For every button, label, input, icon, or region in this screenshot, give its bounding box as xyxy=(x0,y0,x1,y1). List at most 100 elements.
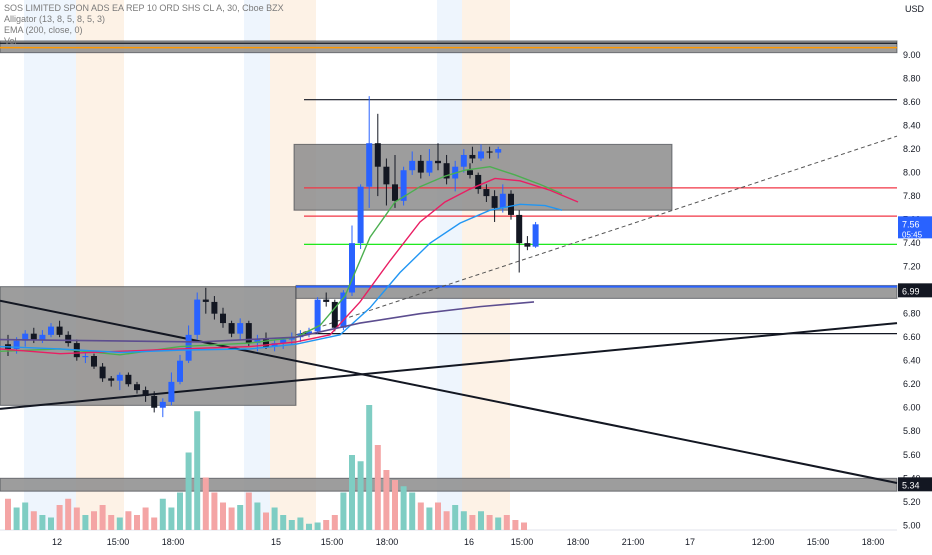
volume-bar xyxy=(91,511,97,530)
volume-bar xyxy=(271,507,278,530)
price-tick-label: 5.00 xyxy=(903,520,921,530)
candle-body xyxy=(483,189,490,197)
candle-body xyxy=(460,154,467,167)
volume-bar xyxy=(306,523,312,530)
time-tick-label: 15:00 xyxy=(321,537,344,547)
price-tick-label: 6.20 xyxy=(903,379,921,389)
volume-bar xyxy=(73,507,80,530)
price-axis-bg xyxy=(897,0,932,550)
candle-body xyxy=(194,299,201,335)
volume-bar xyxy=(142,507,149,530)
volume-bar xyxy=(56,505,63,530)
candle-body xyxy=(65,334,72,344)
price-tick-label: 8.80 xyxy=(903,74,921,84)
candle-body xyxy=(357,186,364,244)
candle-body xyxy=(409,160,416,171)
volume-bar xyxy=(254,502,261,530)
candle-body xyxy=(108,378,115,381)
volume-bar xyxy=(426,507,433,530)
price-tick-label: 8.60 xyxy=(903,97,921,107)
price-tick-label: 6.00 xyxy=(903,403,921,413)
candle-body xyxy=(22,333,29,341)
price-tick-label: 7.20 xyxy=(903,262,921,272)
alligator-teeth-line xyxy=(0,177,579,355)
last-price-label: 7.56 xyxy=(902,219,920,229)
volume-bar xyxy=(245,492,252,530)
candle-body xyxy=(323,299,330,302)
candle-body xyxy=(245,323,252,344)
volume-bar xyxy=(134,515,140,530)
volume-bar xyxy=(417,502,424,530)
volume-bar xyxy=(228,507,235,530)
volume-bar xyxy=(211,492,218,530)
candle-body xyxy=(168,381,175,402)
price-tick-label: 7.80 xyxy=(903,191,921,201)
volume-bar xyxy=(263,512,269,530)
dashed-trendline xyxy=(295,135,898,336)
time-tick-label: 18:00 xyxy=(567,537,590,547)
price-tick-label: 6.80 xyxy=(903,309,921,319)
candle-body xyxy=(228,323,235,334)
legend-title: SOS LIMITED SPON ADS EA REP 10 ORD SHS C… xyxy=(4,3,284,13)
volume-bar xyxy=(392,480,398,530)
candle-body xyxy=(263,339,269,347)
volume-bar xyxy=(82,515,89,530)
time-tick-label: 17 xyxy=(685,537,695,547)
volume-bar xyxy=(469,515,476,530)
price-tick-label: 7.40 xyxy=(903,238,921,248)
volume-bar xyxy=(452,505,459,530)
candle-body xyxy=(532,224,539,247)
consolidation-zone xyxy=(295,284,898,299)
price-tick-label: 8.00 xyxy=(903,168,921,178)
afterhours-band xyxy=(462,0,510,530)
volume-bar xyxy=(460,511,467,530)
candle-body xyxy=(254,339,261,344)
candle-body xyxy=(56,326,63,335)
volume-bar xyxy=(30,511,37,530)
volume-bar xyxy=(194,411,201,530)
candle-body xyxy=(366,143,373,187)
last-price-label-countdown: 05:45 xyxy=(902,230,923,239)
volume-bar xyxy=(297,517,304,530)
volume-bar xyxy=(331,515,338,530)
candle-body xyxy=(383,166,390,185)
volume-bar xyxy=(65,498,72,530)
candle-body xyxy=(524,243,531,247)
time-tick-label: 12 xyxy=(52,537,62,547)
ema200-line xyxy=(0,301,535,343)
candle-body xyxy=(495,149,502,153)
volume-bar xyxy=(495,517,502,530)
consolidation-zone xyxy=(0,477,898,492)
candle-body xyxy=(443,163,450,179)
time-tick-label: 18:00 xyxy=(862,537,885,547)
candle-body xyxy=(151,395,158,408)
volume-bar xyxy=(383,470,390,530)
time-tick-label: 15:00 xyxy=(807,537,830,547)
candle-body xyxy=(491,196,498,208)
zone-price-label: 5.34 xyxy=(902,480,920,490)
volume-bar xyxy=(99,505,106,530)
candle-body xyxy=(177,360,183,382)
candle-body xyxy=(475,174,482,190)
candle-body xyxy=(499,193,506,208)
time-tick-label: 16 xyxy=(464,537,474,547)
candle-body xyxy=(237,323,244,334)
volume-bar xyxy=(512,520,519,530)
volume-bar xyxy=(280,515,287,530)
uptrend-line xyxy=(0,322,898,410)
candle-body xyxy=(508,193,514,215)
legend-vol: Vol xyxy=(4,36,17,46)
volume-bar xyxy=(486,515,493,530)
price-tick-label: 6.40 xyxy=(903,356,921,366)
consolidation-zone xyxy=(0,40,898,54)
candle-body xyxy=(314,299,321,332)
candle-body xyxy=(30,333,37,340)
volume-bar xyxy=(108,515,115,530)
volume-bar xyxy=(159,498,166,530)
candle-body xyxy=(82,356,89,358)
candle-body xyxy=(280,339,287,344)
volume-bar xyxy=(116,517,123,530)
time-tick-label: 18:00 xyxy=(162,537,185,547)
